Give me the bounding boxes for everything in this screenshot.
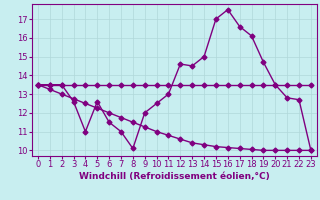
X-axis label: Windchill (Refroidissement éolien,°C): Windchill (Refroidissement éolien,°C) — [79, 172, 270, 181]
